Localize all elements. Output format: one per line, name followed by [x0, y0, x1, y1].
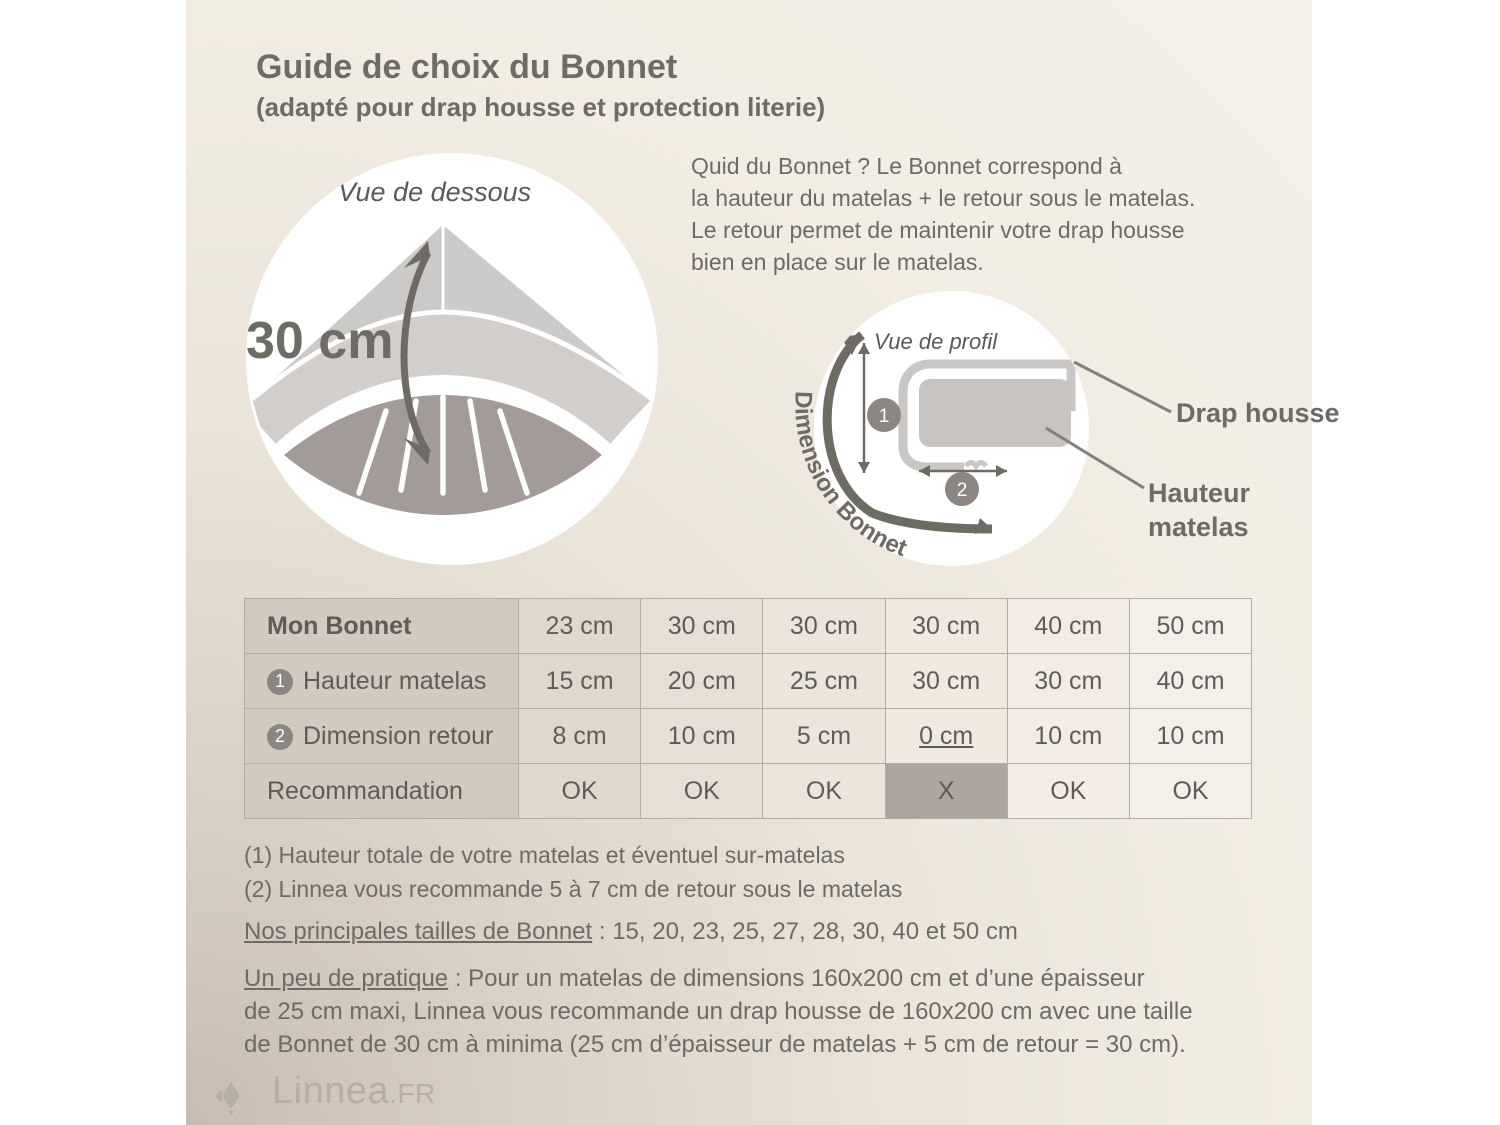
svg-text:Drap housse: Drap housse [1176, 398, 1340, 428]
svg-text:matelas: matelas [1148, 512, 1249, 542]
svg-text:Vue de dessous: Vue de dessous [338, 177, 531, 207]
svg-text:1: 1 [879, 406, 890, 427]
svg-text:Hauteur: Hauteur [1148, 478, 1251, 508]
svg-text:30 cm: 30 cm [246, 312, 393, 370]
svg-text:2: 2 [957, 480, 968, 501]
svg-text:Vue de profil: Vue de profil [874, 329, 998, 354]
